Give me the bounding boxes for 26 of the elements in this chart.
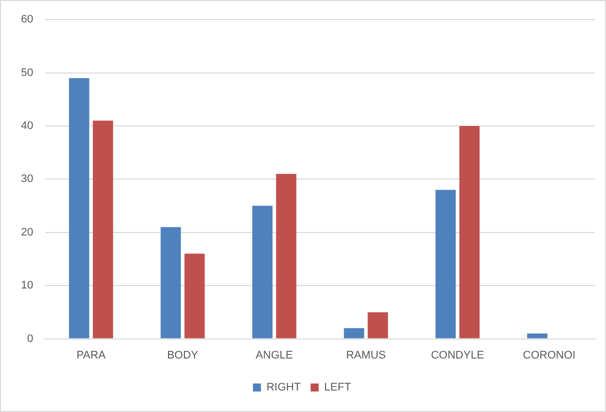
bar — [92, 120, 114, 338]
bar — [368, 312, 388, 338]
y-tick-label: 40 — [20, 120, 34, 132]
x-tick-label: CONDYLE — [430, 349, 484, 362]
y-tick-label: 20 — [20, 226, 34, 238]
bar — [436, 190, 456, 338]
legend-label: RIGHT — [266, 382, 301, 394]
x-tick-label: PARA — [76, 349, 106, 362]
x-tick-label: ANGLE — [256, 349, 293, 362]
bar — [344, 328, 364, 338]
bar — [184, 254, 205, 338]
bar — [160, 227, 181, 338]
bar — [276, 174, 296, 338]
bar — [69, 78, 90, 338]
y-tick-label: 60 — [20, 14, 34, 26]
bar — [459, 126, 480, 338]
x-tick-label: CORONOI — [522, 349, 576, 362]
bar — [527, 333, 548, 338]
bar — [252, 206, 273, 338]
legend-label: LEFT — [324, 382, 352, 394]
y-tick-label: 50 — [20, 66, 34, 79]
x-tick-label: RAMUS — [346, 349, 386, 362]
y-tick-label: 30 — [20, 173, 34, 186]
y-tick-label: 0 — [27, 332, 34, 345]
y-tick-label: 10 — [20, 280, 34, 292]
x-tick-label: BODY — [167, 349, 199, 362]
